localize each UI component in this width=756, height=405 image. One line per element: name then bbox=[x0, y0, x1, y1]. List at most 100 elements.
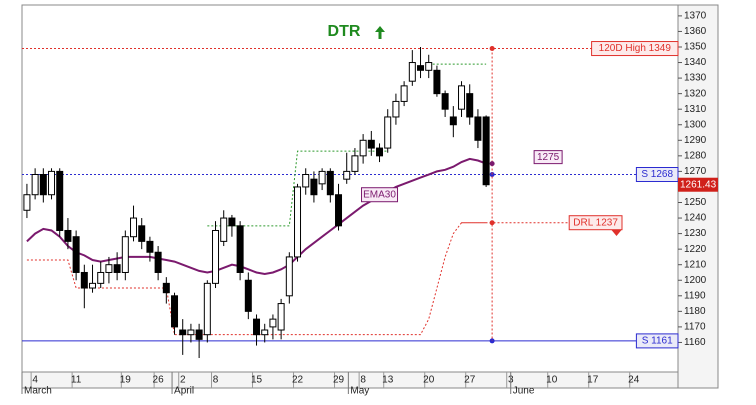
x-tick-label: 26 bbox=[153, 375, 165, 386]
annotation-box bbox=[533, 150, 563, 165]
candle-body bbox=[359, 139, 367, 157]
candle-body bbox=[449, 116, 457, 126]
y-tick-label: 1280 bbox=[684, 150, 707, 161]
legend-label: EMA30 bbox=[363, 189, 396, 200]
y-tick-label: 1320 bbox=[684, 88, 707, 99]
candle-body bbox=[277, 303, 285, 331]
level-label: 120D High 1349 bbox=[599, 43, 672, 54]
candle-body bbox=[171, 295, 179, 328]
candle-body bbox=[441, 93, 449, 110]
x-tick-label: 15 bbox=[251, 375, 263, 386]
candle-body bbox=[294, 186, 302, 258]
candle-body bbox=[195, 329, 203, 340]
x-tick-label: 24 bbox=[628, 375, 640, 386]
candle-body bbox=[80, 271, 88, 289]
candle-body bbox=[244, 279, 252, 312]
candle-body bbox=[425, 62, 433, 71]
candle-body bbox=[130, 217, 138, 238]
y-tick-label: 1350 bbox=[684, 42, 707, 53]
candle-body bbox=[482, 116, 490, 186]
x-tick-label: 22 bbox=[292, 375, 304, 386]
level-label-box bbox=[568, 215, 623, 231]
candle-body bbox=[187, 329, 195, 336]
candle-body bbox=[474, 116, 482, 141]
level-label: DRL 1237 bbox=[573, 217, 618, 228]
candle-body bbox=[392, 100, 400, 118]
y-tick-label: 1200 bbox=[684, 275, 707, 286]
y-tick-label: 1210 bbox=[684, 259, 707, 270]
y-tick-label: 1230 bbox=[684, 228, 707, 239]
candle-body bbox=[105, 264, 113, 273]
level-dot bbox=[489, 220, 495, 226]
candle-body bbox=[121, 236, 129, 273]
candle-body bbox=[433, 69, 441, 95]
candle-body bbox=[408, 62, 416, 82]
candle-body bbox=[335, 194, 343, 227]
candle-body bbox=[269, 318, 277, 328]
y-tick-label: 1360 bbox=[684, 26, 707, 37]
candle-body bbox=[228, 217, 236, 227]
candle-body bbox=[236, 225, 244, 273]
y-tick-label: 1220 bbox=[684, 244, 707, 255]
indicator-line bbox=[207, 63, 487, 227]
price-axis bbox=[677, 4, 719, 389]
y-tick-label: 1370 bbox=[684, 11, 707, 22]
candle-body bbox=[367, 139, 375, 149]
chart-title: DTR bbox=[328, 23, 361, 40]
x-tick-label: 11 bbox=[71, 375, 82, 386]
candle-body bbox=[458, 85, 466, 110]
y-tick-label: 1290 bbox=[684, 135, 707, 146]
candle-body bbox=[253, 318, 261, 336]
x-tick-label: 2 bbox=[180, 375, 186, 386]
candle-body bbox=[302, 174, 310, 188]
annotation-dot bbox=[489, 161, 495, 167]
candle-body bbox=[343, 170, 351, 180]
x-tick-label: 13 bbox=[382, 375, 394, 386]
candle-body bbox=[48, 170, 56, 196]
annotation-label: 1275 bbox=[537, 152, 560, 163]
month-label: June bbox=[513, 386, 535, 397]
last-price-box bbox=[678, 177, 718, 192]
candle-body bbox=[154, 251, 162, 273]
level-label-box bbox=[635, 167, 679, 183]
x-tick-label: 8 bbox=[360, 375, 366, 386]
x-tick-label: 29 bbox=[333, 375, 345, 386]
y-tick-label: 1300 bbox=[684, 119, 707, 130]
month-label: May bbox=[350, 386, 369, 397]
candle-body bbox=[318, 170, 326, 185]
y-tick-label: 1190 bbox=[684, 290, 706, 301]
last-price-label: 1261.43 bbox=[680, 179, 717, 190]
candle-body bbox=[220, 217, 228, 242]
y-tick-label: 1170 bbox=[684, 322, 706, 333]
candle-body bbox=[72, 236, 80, 273]
candle-body bbox=[400, 85, 408, 102]
x-tick-label: 19 bbox=[120, 375, 132, 386]
candle-body bbox=[384, 116, 392, 149]
line-label-box bbox=[361, 187, 399, 203]
candle-body bbox=[310, 178, 318, 196]
x-tick-label: 10 bbox=[546, 375, 558, 386]
plot-frame bbox=[21, 4, 679, 373]
x-tick-label: 4 bbox=[32, 375, 38, 386]
candle-body bbox=[39, 174, 47, 196]
level-label-box bbox=[591, 41, 679, 57]
y-tick-label: 1340 bbox=[684, 57, 707, 68]
y-tick-label: 1240 bbox=[684, 213, 707, 224]
up-arrow bbox=[375, 26, 385, 39]
candle-body bbox=[261, 329, 269, 336]
candle-body bbox=[417, 65, 425, 71]
indicator-line bbox=[26, 157, 487, 276]
month-label: March bbox=[24, 386, 52, 397]
candle-body bbox=[203, 282, 211, 336]
y-tick-label: 1310 bbox=[684, 104, 707, 115]
candle-body bbox=[146, 240, 154, 253]
candle-body bbox=[89, 282, 97, 289]
x-tick-label: 27 bbox=[464, 375, 476, 386]
candle-body bbox=[351, 155, 359, 172]
candle-body bbox=[23, 194, 31, 211]
level-label: S 1268 bbox=[641, 169, 673, 180]
candle-body bbox=[179, 329, 187, 336]
candle-body bbox=[113, 264, 121, 273]
candle-body bbox=[285, 256, 293, 297]
